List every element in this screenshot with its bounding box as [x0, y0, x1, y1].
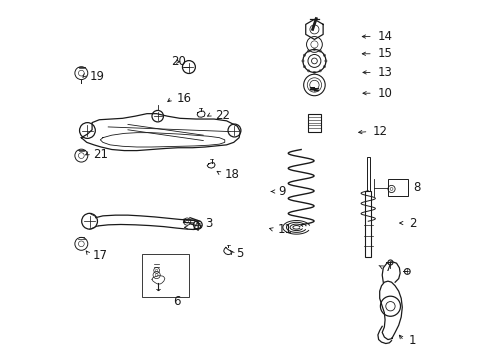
- Text: 7: 7: [385, 261, 392, 274]
- Text: 20: 20: [171, 55, 185, 68]
- Text: 16: 16: [176, 92, 191, 105]
- Bar: [365, 191, 370, 257]
- Text: 19: 19: [89, 69, 104, 82]
- Bar: [142, 253, 188, 297]
- Text: 14: 14: [376, 30, 391, 43]
- Text: 4: 4: [192, 221, 200, 234]
- Text: 11: 11: [277, 223, 292, 236]
- Text: 5: 5: [235, 247, 243, 260]
- Text: 13: 13: [376, 66, 391, 79]
- Text: 9: 9: [278, 185, 285, 198]
- Text: 15: 15: [376, 47, 391, 60]
- Text: 2: 2: [408, 216, 415, 230]
- Text: 12: 12: [372, 125, 387, 138]
- Bar: [307, 114, 320, 132]
- Text: 10: 10: [376, 87, 391, 100]
- Text: 22: 22: [215, 109, 230, 122]
- Text: 8: 8: [412, 181, 420, 194]
- Bar: [387, 179, 407, 196]
- Text: 6: 6: [172, 296, 180, 309]
- Text: 17: 17: [93, 249, 108, 262]
- Text: 3: 3: [204, 217, 212, 230]
- Text: 18: 18: [224, 168, 239, 181]
- Bar: [366, 157, 369, 191]
- Text: 1: 1: [408, 334, 415, 347]
- Text: 21: 21: [93, 148, 108, 161]
